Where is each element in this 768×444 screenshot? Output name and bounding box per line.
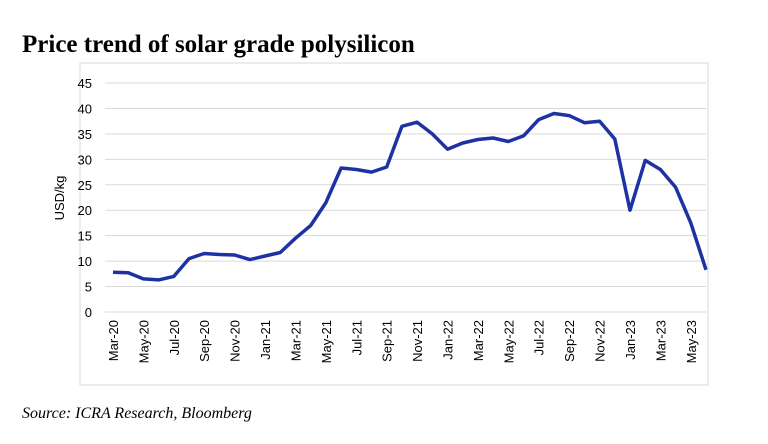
x-tick-label: Nov-22: [593, 320, 608, 362]
data-line: [112, 111, 708, 282]
y-tick-label: 40: [78, 101, 92, 116]
x-tick-label: Mar-20: [106, 320, 121, 361]
plot-frame: [79, 62, 709, 386]
y-tick-label: 45: [78, 76, 92, 91]
x-tick-label: Mar-23: [653, 320, 668, 361]
x-tick-label: Jul-22: [532, 320, 547, 355]
x-tick-label: Nov-20: [228, 320, 243, 362]
x-tick-label: Jul-21: [349, 320, 364, 355]
x-tick-label: May-20: [136, 320, 151, 363]
y-tick-label: 25: [78, 178, 92, 193]
y-tick-label: 0: [85, 305, 92, 320]
x-tick-label: Sep-21: [380, 320, 395, 362]
chart-title: Price trend of solar grade polysilicon: [22, 31, 415, 58]
y-axis-label: USD/kg: [52, 176, 67, 221]
x-tick-label: May-21: [319, 320, 334, 363]
y-tick-label: 35: [78, 127, 92, 142]
y-tick-label: 30: [78, 152, 92, 167]
y-tick-label: 10: [78, 254, 92, 269]
y-tick-label: 15: [78, 229, 92, 244]
x-tick-label: Jan-23: [623, 320, 638, 360]
x-tick-label: Mar-21: [288, 320, 303, 361]
x-tick-label: Nov-21: [410, 320, 425, 362]
y-tick-label: 20: [78, 203, 92, 218]
x-tick-label: Sep-22: [562, 320, 577, 362]
y-tick-label: 5: [85, 280, 92, 295]
x-tick-label: May-23: [684, 320, 699, 363]
x-tick-label: Mar-22: [471, 320, 486, 361]
x-tick-label: Jul-20: [167, 320, 182, 355]
x-tick-label: Jan-21: [258, 320, 273, 360]
x-tick-label: Sep-20: [197, 320, 212, 362]
x-tick-label: Jan-22: [441, 320, 456, 360]
source-note: Source: ICRA Research, Bloomberg: [22, 405, 252, 422]
x-tick-label: May-22: [501, 320, 516, 363]
